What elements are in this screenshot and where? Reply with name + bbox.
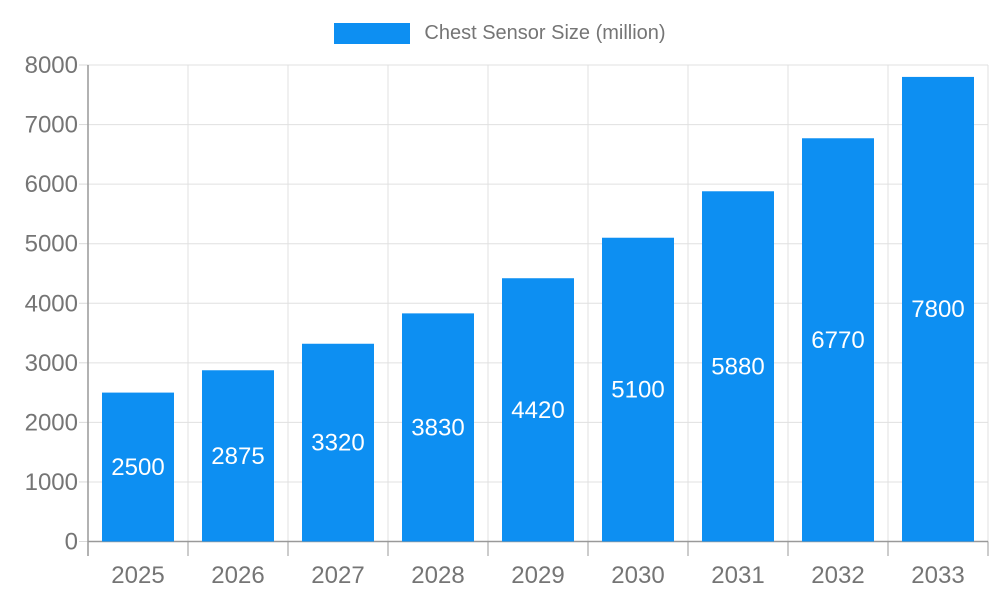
bar-2025[interactable] bbox=[102, 392, 174, 542]
bar-value-label: 7800 bbox=[911, 296, 964, 323]
y-tick-label: 1000 bbox=[25, 469, 78, 496]
y-tick-label: 8000 bbox=[25, 52, 78, 79]
x-tick-label: 2027 bbox=[311, 562, 364, 589]
bar-2027[interactable] bbox=[302, 343, 374, 542]
x-tick-label: 2031 bbox=[711, 562, 764, 589]
bar-value-label: 4420 bbox=[511, 397, 564, 424]
x-tick-label: 2028 bbox=[411, 562, 464, 589]
bar-2028[interactable] bbox=[402, 313, 474, 542]
bar-2031[interactable] bbox=[702, 191, 774, 542]
bar-value-label: 5100 bbox=[611, 377, 664, 404]
bar-2029[interactable] bbox=[502, 278, 574, 542]
chart-legend[interactable]: Chest Sensor Size (million) bbox=[0, 23, 1000, 44]
legend-swatch[interactable] bbox=[334, 23, 411, 44]
y-tick-label: 7000 bbox=[25, 112, 78, 139]
y-tick-label: 5000 bbox=[25, 231, 78, 258]
y-tick-label: 2000 bbox=[25, 409, 78, 436]
x-tick-label: 2025 bbox=[111, 562, 164, 589]
bar-value-label: 3320 bbox=[311, 430, 364, 457]
x-tick-label: 2029 bbox=[511, 562, 564, 589]
x-tick-label: 2030 bbox=[611, 562, 664, 589]
bar-value-label: 3830 bbox=[411, 414, 464, 441]
bar-2030[interactable] bbox=[602, 237, 674, 542]
y-tick-label: 6000 bbox=[25, 171, 78, 198]
x-tick-label: 2032 bbox=[811, 562, 864, 589]
bar-value-label: 5880 bbox=[711, 353, 764, 380]
bar-value-label: 2875 bbox=[211, 443, 264, 470]
bar-value-label: 2500 bbox=[111, 454, 164, 481]
bar-2026[interactable] bbox=[202, 370, 274, 542]
bar-value-label: 6770 bbox=[811, 327, 864, 354]
y-tick-label: 3000 bbox=[25, 350, 78, 377]
x-tick-label: 2026 bbox=[211, 562, 264, 589]
y-tick-label: 4000 bbox=[25, 290, 78, 317]
y-tick-label: 0 bbox=[65, 529, 78, 556]
bar-2032[interactable] bbox=[802, 138, 874, 542]
bar-2033[interactable] bbox=[902, 76, 974, 542]
legend-label: Chest Sensor Size (million) bbox=[424, 22, 666, 44]
x-tick-label: 2033 bbox=[911, 562, 964, 589]
